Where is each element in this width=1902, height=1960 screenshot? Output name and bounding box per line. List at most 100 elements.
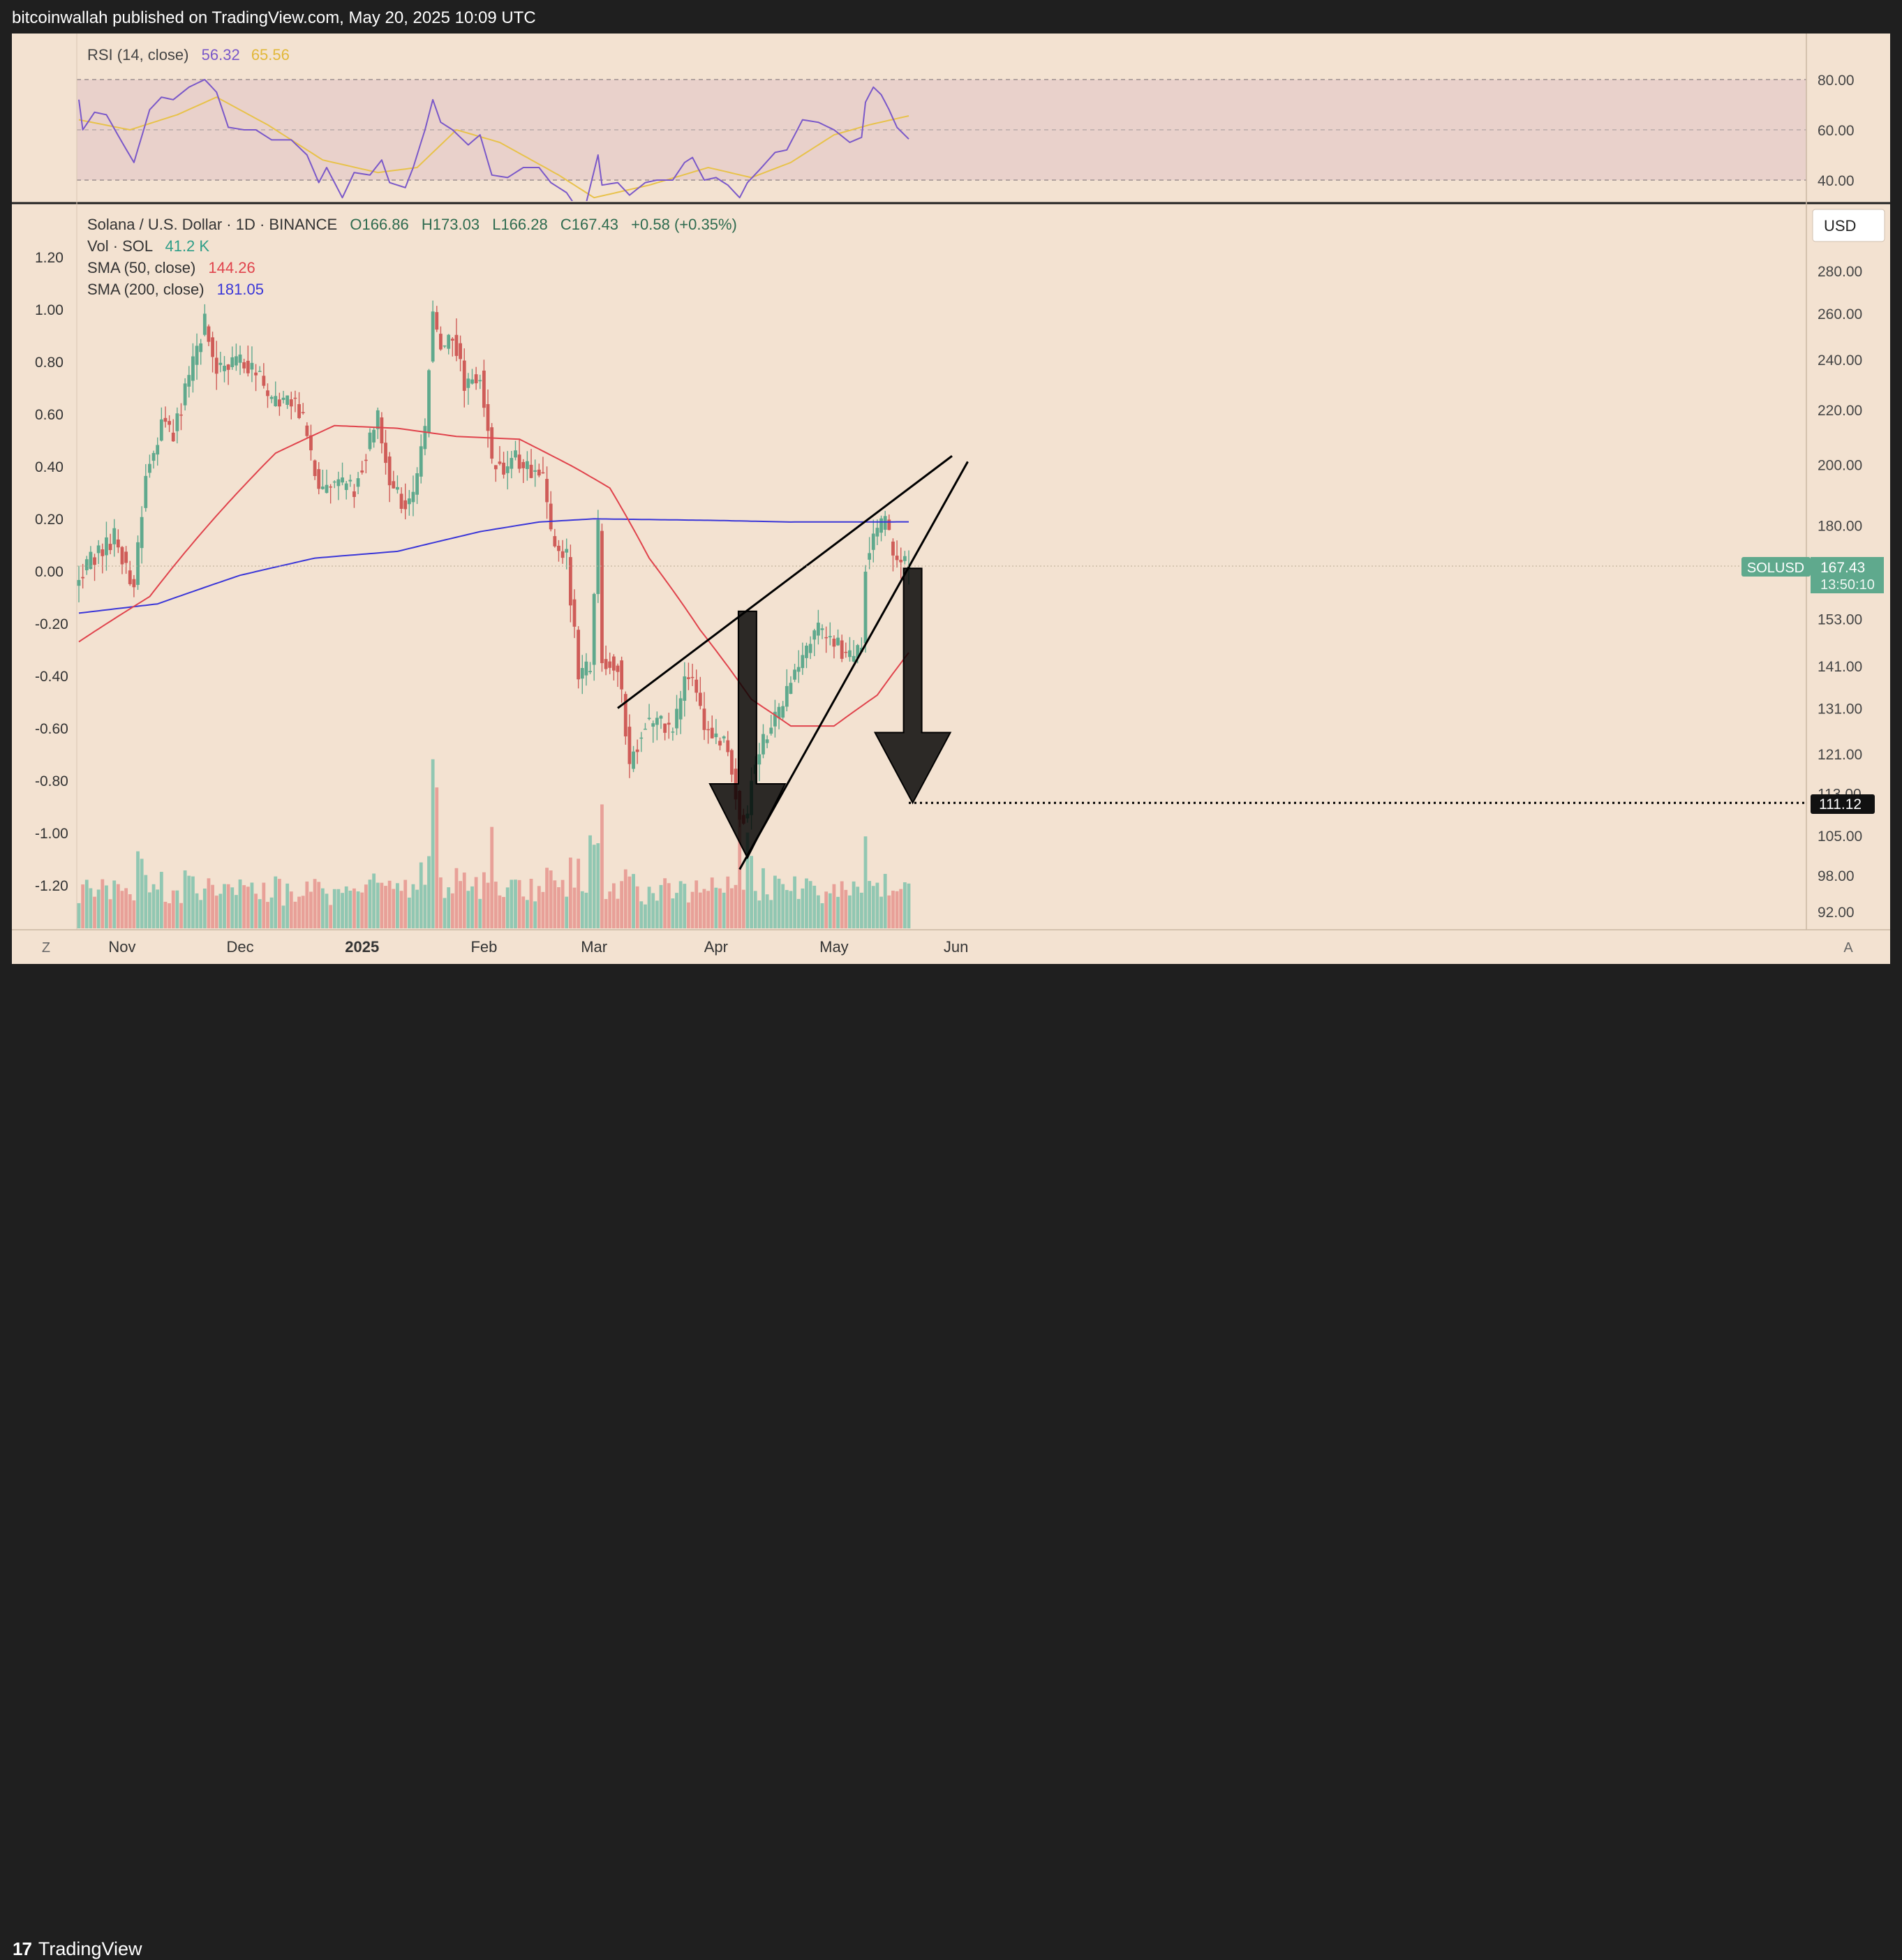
candle-body — [812, 630, 817, 640]
price-axis-tick: 98.00 — [1818, 868, 1855, 884]
candle-body — [96, 545, 101, 554]
volume-bar — [596, 843, 600, 928]
candle-body — [202, 313, 207, 335]
svg-text:SMA (200, close) 181: SMA (200, close) 181.05 — [87, 281, 264, 298]
volume-bar — [364, 884, 368, 928]
tradingview-logo-icon: 17 — [13, 1938, 32, 1959]
price-axis-tick: 105.00 — [1818, 829, 1862, 845]
volume-bar — [242, 885, 246, 928]
candle-body — [517, 454, 521, 469]
auto-scale-button[interactable]: A — [1836, 935, 1860, 958]
candle-body — [623, 694, 627, 737]
volume-bar — [533, 901, 537, 928]
volume-bar — [871, 886, 875, 928]
volume-bar — [124, 888, 128, 928]
candle-body — [801, 655, 805, 669]
price-axis-tick: 240.00 — [1818, 352, 1862, 369]
candle-body — [309, 435, 313, 451]
candle-body — [808, 644, 812, 653]
sma50-line — [78, 424, 909, 727]
volume-bar — [156, 889, 160, 928]
candle-body — [533, 470, 537, 472]
candle-body — [761, 734, 765, 755]
sma200-legend-value: 181.05 — [217, 281, 264, 298]
svg-text:RSI (14, close) 56.32: RSI (14, close) 56.32 65.56 — [87, 46, 290, 64]
candle-body — [329, 486, 333, 488]
candle-body — [372, 429, 376, 443]
candle-body — [816, 623, 820, 636]
candle-body — [348, 480, 352, 482]
trendline — [617, 455, 953, 709]
candle-body — [396, 487, 399, 490]
zoom-button-label: Z — [42, 940, 50, 956]
volume-bar — [698, 892, 702, 928]
volume-bar — [214, 896, 218, 928]
candle-body — [863, 571, 868, 644]
price-axis-tick: 92.00 — [1818, 905, 1855, 921]
candle-body — [81, 577, 85, 579]
svg-text:Solana / U.S. Dollar · 1D · BI: Solana / U.S. Dollar · 1D · BINANCE O166… — [87, 216, 737, 233]
volume-bar — [101, 879, 105, 928]
candle-body — [505, 466, 510, 473]
volume-bar — [132, 900, 136, 928]
volume-bar — [604, 898, 608, 928]
volume-bar — [498, 895, 502, 928]
volume-bar — [557, 887, 560, 928]
candle-body — [423, 426, 427, 450]
candle-body — [116, 539, 120, 548]
volume-bar — [623, 869, 627, 928]
candle-body — [545, 479, 549, 503]
candle-body — [419, 446, 423, 477]
candle-body — [387, 456, 392, 486]
candle-body — [651, 723, 655, 727]
volume-bar — [396, 883, 399, 928]
candle-body — [281, 397, 285, 400]
candle-body — [557, 545, 560, 551]
currency-button[interactable] — [1812, 209, 1885, 242]
candle-body — [887, 519, 891, 530]
volume-bar — [734, 884, 738, 928]
price-axis-tick: 141.00 — [1818, 659, 1862, 675]
volume-bar — [808, 881, 812, 928]
candle-body — [683, 676, 687, 701]
volume-bar — [644, 904, 647, 928]
volume-bar — [859, 892, 863, 928]
volume-bar — [836, 896, 840, 928]
candle-body — [269, 396, 274, 399]
volume-bar — [415, 889, 419, 928]
time-axis: Z A Nov Dec 2025 Feb Mar Apr May Jun — [12, 929, 1890, 958]
volume-bar — [525, 900, 529, 928]
candle-body — [568, 557, 572, 606]
candle-body — [285, 395, 290, 406]
volume-bar — [805, 878, 808, 928]
candle-body — [702, 708, 706, 730]
volume-bar — [580, 891, 584, 928]
candle-body — [565, 549, 569, 553]
candle-body — [659, 715, 663, 719]
volume-bar — [108, 899, 112, 928]
time-axis-label: Nov — [108, 938, 135, 956]
tradingview-logo[interactable]: 17 TradingView — [13, 1938, 142, 1960]
volume-bar — [168, 903, 172, 928]
zoom-button[interactable]: Z — [34, 935, 58, 958]
left-axis-tick: 0.80 — [35, 355, 64, 371]
candle-body — [336, 479, 341, 487]
volume-bar — [510, 879, 514, 928]
left-axis-tick: 1.00 — [35, 302, 64, 318]
candle-body — [368, 432, 372, 450]
volume-bar — [505, 887, 510, 928]
rsi-panel: RSI (14, close) 56.32 65.56 — [12, 46, 1890, 205]
volume-bar — [293, 901, 297, 928]
volume-bar — [399, 891, 403, 928]
candle-body — [407, 498, 411, 505]
bottom-bar: 17 TradingView — [0, 964, 1902, 1959]
candle-body — [93, 557, 96, 565]
volume-bar — [89, 888, 93, 928]
volume-bar — [207, 878, 211, 928]
candle-body — [431, 311, 435, 362]
candle-body — [199, 343, 203, 352]
candle-body — [124, 551, 128, 563]
candle-body — [840, 640, 844, 659]
left-axis: 1.20 1.00 0.80 0.60 0.40 0.20 0.00 -0.20 -0.40 -0… — [35, 250, 68, 894]
candle-body — [482, 370, 486, 408]
